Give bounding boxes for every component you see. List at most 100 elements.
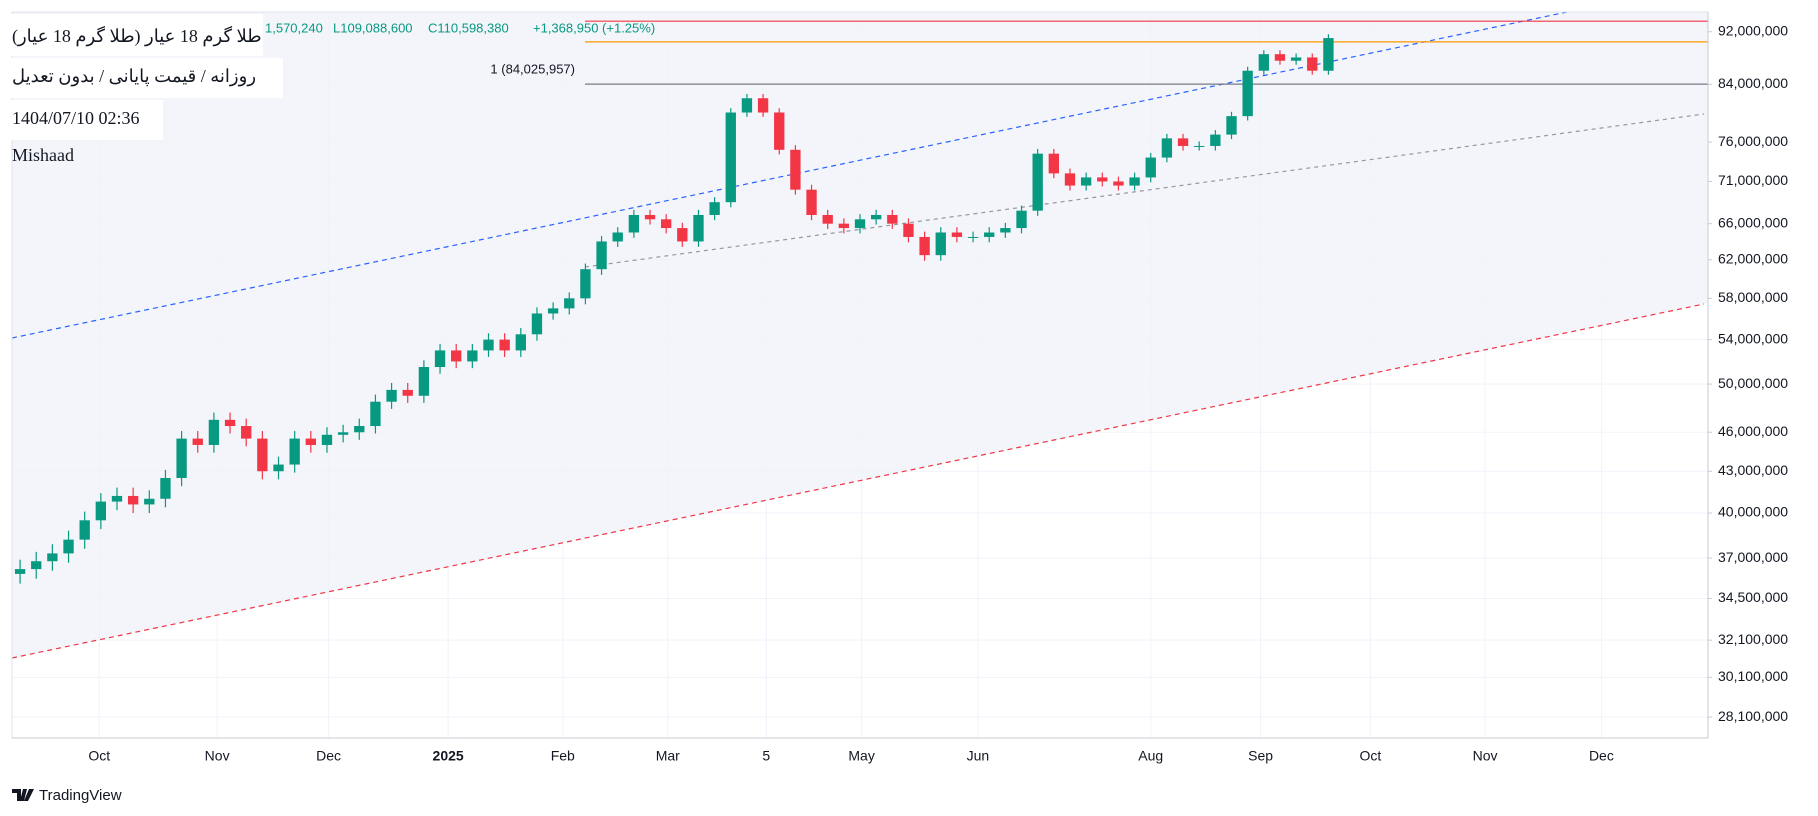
candle-body — [192, 438, 203, 445]
candle-body — [1307, 57, 1318, 71]
y-tick-label: 50,000,000 — [1718, 375, 1788, 391]
candle-body — [774, 112, 785, 150]
x-tick-label: Sep — [1248, 748, 1273, 764]
candle-body — [790, 149, 801, 190]
candle-body — [1000, 228, 1011, 233]
ohlc-text: 1,570,240 — [265, 20, 323, 35]
ohlc-text: C110,598,380 — [428, 20, 509, 35]
candle-body — [144, 498, 155, 505]
candle-body — [515, 334, 526, 351]
candle-body — [354, 426, 365, 433]
y-tick-label: 46,000,000 — [1718, 423, 1788, 439]
candle-body — [305, 438, 316, 445]
candle-body — [725, 112, 736, 203]
legend-bg — [8, 14, 263, 56]
candle-body — [951, 232, 963, 237]
candle-body — [547, 308, 559, 314]
candle-body — [418, 367, 430, 396]
candle-body — [1274, 54, 1286, 61]
y-tick-label: 43,000,000 — [1718, 462, 1788, 478]
candle-body — [612, 232, 623, 242]
candle-body — [321, 434, 333, 445]
candle-body — [434, 350, 446, 368]
candle-body — [160, 477, 171, 499]
candle-body — [370, 401, 381, 427]
candle-body — [677, 228, 688, 242]
candle-body — [693, 214, 704, 242]
y-tick-label: 30,100,000 — [1718, 668, 1788, 684]
candle-body — [208, 419, 220, 445]
y-tick-label: 40,000,000 — [1718, 504, 1788, 520]
candle-body — [580, 269, 591, 299]
levels: 1 (84,025,957) — [490, 20, 1708, 85]
candle-body — [402, 389, 413, 396]
axis-labels: 28,100,000 30,100,000 32,100,000 34,500,000… — [88, 22, 1788, 763]
candle-body — [386, 389, 397, 402]
candle-body — [531, 313, 543, 335]
x-tick-label: 2025 — [433, 748, 464, 764]
candle-body — [1113, 181, 1124, 186]
y-tick-label: 71,000,000 — [1718, 172, 1788, 188]
x-tick-label: Dec — [316, 748, 341, 764]
candle-body — [224, 419, 236, 427]
candle-body — [1290, 57, 1302, 61]
candle-body — [95, 501, 107, 521]
drawings — [12, 12, 1708, 658]
candle-body — [870, 214, 882, 220]
y-tick-label: 92,000,000 — [1718, 22, 1788, 38]
candle-body — [1064, 173, 1076, 186]
candle-body — [1194, 145, 1205, 147]
ohlc-text: L109,088,600 — [333, 20, 413, 35]
candle-body — [984, 232, 995, 237]
x-tick-label: 5 — [762, 748, 770, 764]
candle-body — [1145, 157, 1156, 178]
candle-body — [596, 241, 607, 270]
candle-body — [483, 339, 494, 351]
x-tick-label: Jun — [967, 748, 990, 764]
candle-body — [806, 189, 817, 215]
footer: TradingView — [39, 787, 122, 804]
candle-body — [337, 432, 349, 435]
candle-body — [1097, 177, 1108, 182]
candle-body — [709, 202, 720, 215]
candle-body — [822, 214, 833, 224]
trend-line — [12, 303, 1705, 659]
x-tick-label: Mar — [656, 748, 680, 764]
subtitle: روزانه / قیمت پایانی / بدون تعدیل — [12, 66, 256, 87]
candle-body — [257, 438, 268, 472]
x-tick-label: Nov — [205, 748, 230, 764]
x-tick-label: Oct — [1360, 748, 1382, 764]
author: Mishaad — [12, 145, 74, 165]
x-tick-label: Feb — [551, 748, 575, 764]
x-tick-label: Oct — [88, 748, 110, 764]
candle-body — [903, 223, 914, 237]
candle-body — [628, 214, 640, 233]
legend-bg — [8, 58, 283, 98]
candle-body — [289, 438, 300, 465]
y-tick-label: 54,000,000 — [1718, 330, 1788, 346]
candle-body — [63, 539, 74, 554]
y-tick-label: 28,100,000 — [1718, 708, 1788, 724]
channel-fill — [12, 12, 1708, 658]
x-tick-label: Dec — [1589, 748, 1614, 764]
candle-body — [1323, 38, 1334, 71]
timestamp: 1404/07/10 02:36 — [12, 108, 140, 128]
candle-body — [741, 98, 753, 113]
candle-body — [1048, 153, 1059, 174]
candle-body — [499, 339, 510, 351]
candle-body — [241, 426, 252, 439]
candle-body — [1032, 153, 1043, 211]
candle-body — [1080, 177, 1092, 186]
candle-body — [1242, 70, 1253, 117]
candle-body — [1016, 210, 1027, 229]
candle-body — [757, 98, 769, 113]
candle-body — [1161, 138, 1173, 158]
candle-body — [127, 495, 139, 505]
y-tick-label: 62,000,000 — [1718, 250, 1788, 266]
candle-body — [1258, 54, 1269, 71]
y-tick-label: 66,000,000 — [1718, 214, 1788, 230]
y-tick-label: 34,500,000 — [1718, 589, 1788, 605]
candle-body — [273, 464, 284, 472]
x-tick-label: May — [848, 748, 874, 764]
